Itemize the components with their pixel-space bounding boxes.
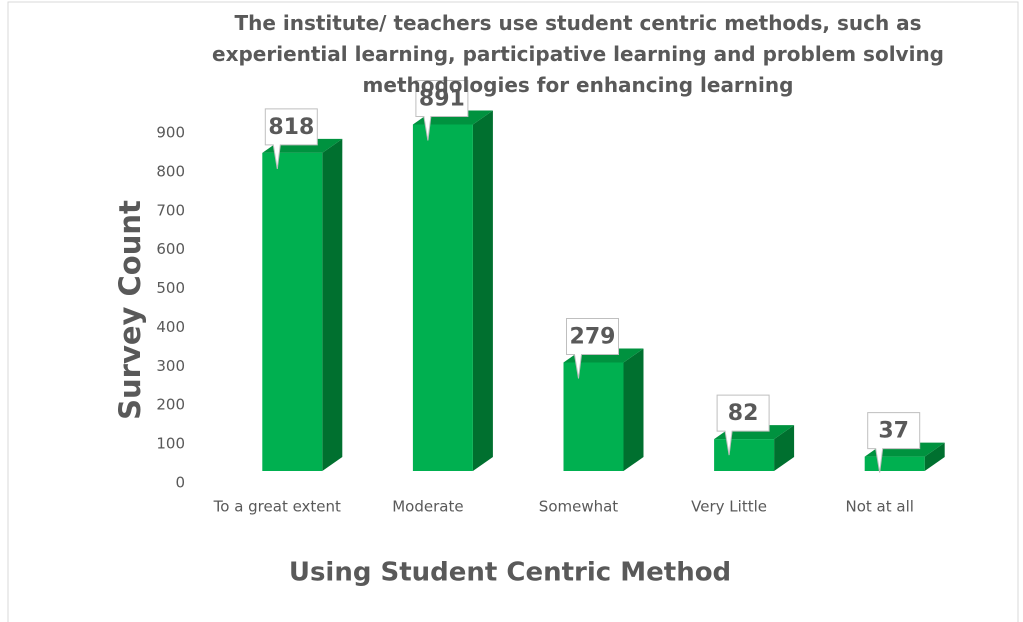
y-tick-label: 100 xyxy=(156,435,185,453)
y-tick-label: 300 xyxy=(156,357,185,375)
data-label: 279 xyxy=(570,325,616,350)
x-tick-label: Very Little xyxy=(691,498,767,516)
data-label-callout xyxy=(264,108,318,169)
data-label: 82 xyxy=(728,401,759,426)
bar xyxy=(714,439,775,471)
data-label-callout xyxy=(415,80,469,141)
data-label: 818 xyxy=(268,115,314,140)
x-tick-label: Somewhat xyxy=(539,498,619,516)
x-tick-label: Moderate xyxy=(392,498,463,516)
data-label: 37 xyxy=(878,419,909,444)
y-tick-label: 800 xyxy=(156,162,185,180)
y-tick-label: 0 xyxy=(175,474,185,492)
data-label-callout xyxy=(867,412,921,473)
y-axis-label: Survey Count xyxy=(113,200,147,420)
bar-side xyxy=(322,138,343,471)
x-tick-label: Not at all xyxy=(845,498,913,516)
bar-side xyxy=(924,442,945,471)
data-label-callout xyxy=(716,394,770,456)
bar-side xyxy=(472,110,493,471)
bar xyxy=(262,152,323,471)
bar xyxy=(563,362,624,471)
bar xyxy=(412,124,473,471)
y-tick-label: 200 xyxy=(156,396,185,414)
data-label: 891 xyxy=(419,87,465,112)
x-axis-label: Using Student Centric Method xyxy=(289,558,731,588)
chart-title: The institute/ teachers use student cent… xyxy=(212,11,944,97)
data-label-callout xyxy=(566,318,619,379)
bar xyxy=(864,456,925,471)
chart-border xyxy=(7,1,1019,622)
x-tick-label: To a great extent xyxy=(213,498,341,516)
y-tick-label: 900 xyxy=(156,124,185,142)
y-tick-label: 600 xyxy=(156,240,185,258)
y-tick-label: 400 xyxy=(156,318,185,336)
bar-side xyxy=(623,348,644,471)
y-tick-label: 700 xyxy=(156,201,185,219)
bar-side xyxy=(774,425,795,471)
y-tick-label: 500 xyxy=(156,279,185,297)
